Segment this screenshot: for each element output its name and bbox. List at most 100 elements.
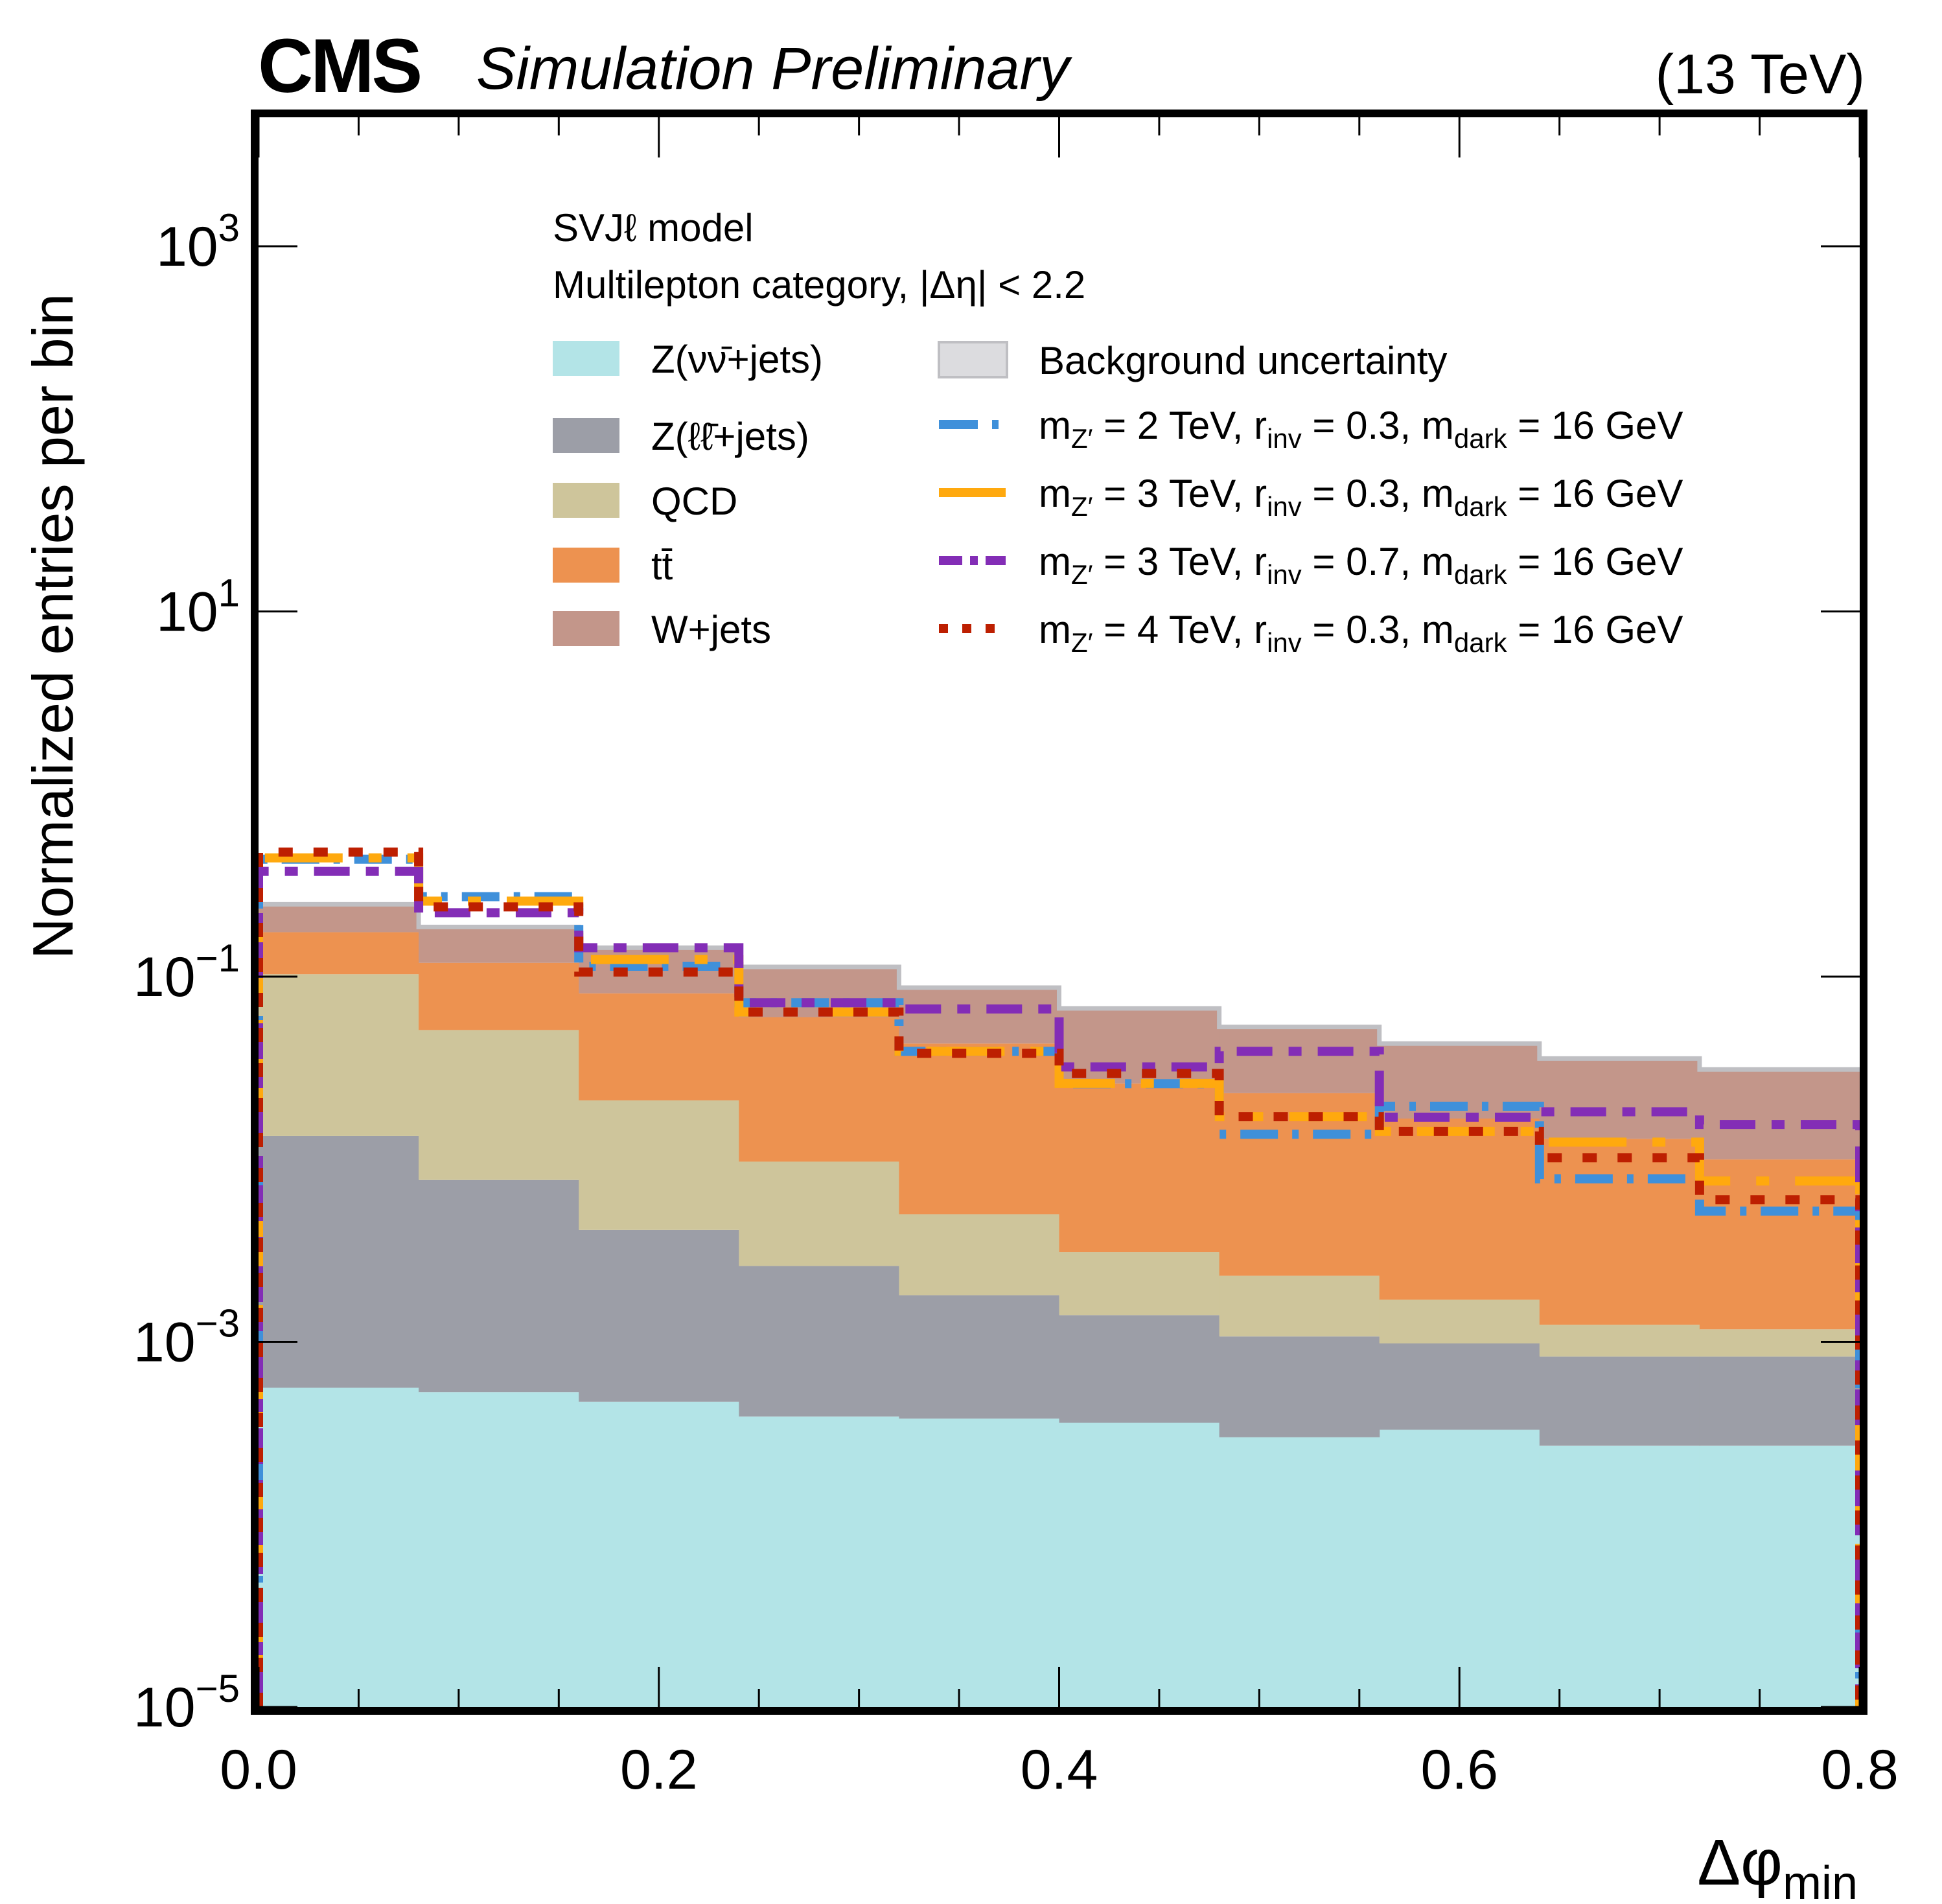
legend-subscript: Z′ — [1071, 559, 1093, 590]
stack-znunu — [259, 1387, 1860, 1707]
stack-bar — [1539, 1445, 1700, 1707]
legend-swatch — [553, 418, 619, 453]
stack-bar — [579, 993, 739, 1100]
stack-bar — [1539, 1356, 1700, 1446]
stack-bar — [1379, 1299, 1540, 1343]
stack-bar — [739, 1161, 899, 1266]
legend-item-signal-mz3-rinv07: mZ′ = 3 TeV, rinv = 0.7, mdark = 16 GeV — [939, 540, 1683, 590]
y-tick-base: 10 — [133, 1312, 196, 1374]
stack-bar — [1059, 1083, 1220, 1253]
legend-text: = 2 TeV, r — [1093, 404, 1267, 447]
legend-swatch — [553, 548, 619, 583]
stack-ttbar — [259, 932, 1860, 1330]
legend-text: = 16 GeV — [1507, 540, 1683, 583]
stack-bar — [259, 932, 419, 975]
legend-text: m — [1039, 608, 1071, 651]
legend-subscript: dark — [1454, 627, 1508, 658]
legend-swatch — [553, 483, 619, 518]
x-axis-label-subscript: min — [1783, 1857, 1858, 1904]
x-axis-label: Δφmin — [1697, 1826, 1858, 1904]
legend-text: m — [1039, 404, 1071, 447]
signal-mz3-rinv03 — [254, 853, 1864, 1707]
y-tick-label: 10−5 — [133, 1667, 240, 1739]
legend-item-qcd: QCD — [553, 480, 737, 523]
legend-text: = 16 GeV — [1507, 472, 1683, 515]
signal-mz3-rinv07 — [254, 866, 1864, 1707]
legend-text: m — [1039, 540, 1071, 583]
legend-label: mZ′ = 2 TeV, rinv = 0.3, mdark = 16 GeV — [1039, 404, 1683, 454]
x-axis-label-main: Δφ — [1697, 1826, 1783, 1899]
stack-bar — [1379, 1343, 1540, 1430]
legend-text: = 0.7, m — [1302, 540, 1454, 583]
legend-label: QCD — [651, 480, 737, 523]
stack-bar — [899, 988, 1060, 1044]
legend-subscript: inv — [1267, 491, 1302, 522]
legend-subscript: Z′ — [1071, 423, 1093, 454]
category-annotation: Multilepton category, |Δη| < 2.2 — [553, 263, 1085, 307]
legend-subscript: dark — [1454, 559, 1508, 590]
stack-bar — [1699, 1329, 1860, 1357]
stack-bar — [899, 1418, 1060, 1707]
legend-text: m — [1039, 472, 1071, 515]
stack-bar — [1699, 1356, 1860, 1446]
plot-frame — [251, 110, 1867, 1715]
legend-item-signal-mz2-rinv03: mZ′ = 2 TeV, rinv = 0.3, mdark = 16 GeV — [939, 404, 1683, 454]
legend-subscript: Z′ — [1071, 491, 1093, 522]
stack-zll — [259, 1135, 1860, 1446]
cms-label: CMS — [258, 23, 421, 109]
stack-bar — [579, 1229, 739, 1402]
x-tick-label: 0.4 — [1021, 1739, 1098, 1801]
legend-label: mZ′ = 3 TeV, rinv = 0.3, mdark = 16 GeV — [1039, 472, 1683, 522]
x-tick-label: 0.2 — [620, 1739, 698, 1801]
stack-qcd — [259, 974, 1860, 1357]
stack-bar — [739, 1017, 899, 1162]
legend-label: mZ′ = 4 TeV, rinv = 0.3, mdark = 16 GeV — [1039, 608, 1683, 658]
stack-bar — [419, 1030, 579, 1180]
legend-item-wjets: W+jets — [553, 608, 771, 651]
legend-text: = 0.3, m — [1302, 404, 1454, 447]
legend-item-signal-mz4-rinv03: mZ′ = 4 TeV, rinv = 0.3, mdark = 16 GeV — [939, 608, 1683, 658]
stack-bar — [419, 1179, 579, 1393]
legend-label: tt̄ — [651, 544, 673, 588]
legend-text: = 3 TeV, r — [1093, 472, 1267, 515]
legend: Z(νν̄+jets) Z(ℓℓ̄+jets) QCD tt̄ W+jets Backgr… — [553, 338, 1683, 658]
legend-text: = 3 TeV, r — [1093, 540, 1267, 583]
y-tick-label: 103 — [156, 206, 240, 278]
stack-bar — [1539, 1058, 1700, 1139]
stack-bar — [1059, 1422, 1220, 1707]
legend-text: = 0.3, m — [1302, 608, 1454, 651]
stack-bar — [579, 1100, 739, 1230]
stack-bar — [899, 1295, 1060, 1419]
stack-bar — [1379, 1430, 1540, 1707]
y-tick-label: 101 — [156, 572, 240, 644]
stack-bar — [1539, 1139, 1700, 1325]
stack-bar — [899, 1214, 1060, 1295]
legend-text: = 16 GeV — [1507, 608, 1683, 651]
legend-label: Z(νν̄+jets) — [651, 338, 823, 381]
legend-item-zll: Z(ℓℓ̄+jets) — [553, 415, 809, 458]
stack-bar — [1059, 1315, 1220, 1423]
stack-bar — [1699, 1159, 1860, 1330]
stack-bar — [579, 1401, 739, 1707]
legend-item-znunu: Z(νν̄+jets) — [553, 338, 823, 381]
legend-swatch — [938, 341, 1008, 378]
stack-bar — [1379, 1118, 1540, 1300]
stack-bar — [259, 1387, 419, 1707]
stack-bar — [1219, 1336, 1380, 1437]
stack-bar — [1699, 1069, 1860, 1160]
legend-subscript: inv — [1267, 559, 1302, 590]
stack-bar — [259, 1135, 419, 1388]
legend-label: W+jets — [651, 608, 771, 651]
legend-subscript: dark — [1454, 423, 1508, 454]
stack-bar — [1219, 1275, 1380, 1337]
legend-label: mZ′ = 3 TeV, rinv = 0.7, mdark = 16 GeV — [1039, 540, 1683, 590]
legend-item-uncertainty: Background uncertainty — [938, 339, 1447, 382]
signal-mz4-rinv03 — [254, 847, 1864, 1707]
y-tick-exponent: 1 — [218, 572, 240, 615]
y-tick-base: 10 — [133, 1677, 196, 1739]
stack-bar — [1219, 1093, 1380, 1276]
y-tick-exponent: 3 — [218, 206, 240, 250]
legend-subscript: inv — [1267, 627, 1302, 658]
legend-text: = 16 GeV — [1507, 404, 1683, 447]
